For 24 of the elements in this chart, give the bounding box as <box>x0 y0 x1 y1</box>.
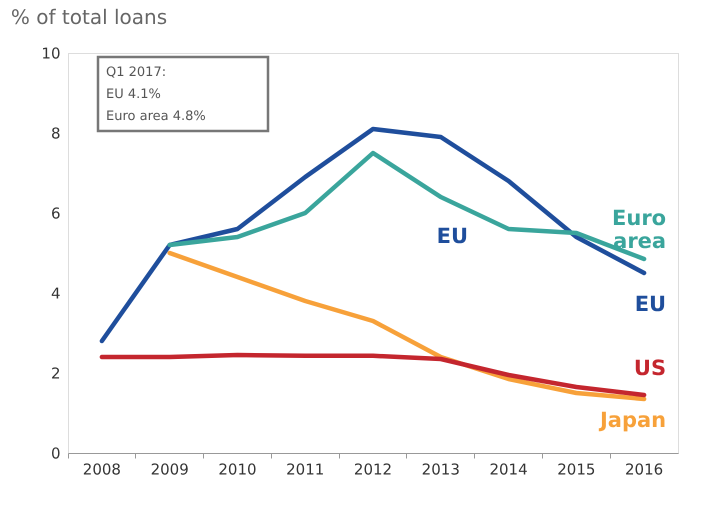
x-tick-label: 2014 <box>489 460 528 478</box>
y-tick-label: 6 <box>50 204 60 222</box>
x-tick-label: 2016 <box>625 460 664 478</box>
annotation: Q1 2017: <box>106 65 166 80</box>
y-tick-label: 2 <box>50 364 60 382</box>
y-tick-label: 4 <box>50 284 60 302</box>
series-label: US <box>634 356 666 380</box>
annotation: EU <box>436 224 468 248</box>
x-tick-label: 2013 <box>422 460 460 478</box>
x-tick-label: 2015 <box>557 460 596 478</box>
y-tick-label: 8 <box>50 124 60 142</box>
x-tick-label: 2012 <box>354 460 392 478</box>
x-tick-label: 2008 <box>82 460 121 478</box>
y-tick-label: 10 <box>41 44 60 62</box>
annotation: EU 4.1% <box>106 87 161 102</box>
chart-title: % of total loans <box>10 5 168 29</box>
x-tick-label: 2010 <box>218 460 257 478</box>
series-label: Japan <box>598 408 666 432</box>
y-tick-label: 0 <box>50 444 60 462</box>
series-label: Euro area <box>612 206 666 253</box>
x-tick-label: 2009 <box>150 460 189 478</box>
annotation: Euro area 4.8% <box>106 109 206 124</box>
x-tick-label: 2011 <box>286 460 324 478</box>
series-label: EU <box>634 292 666 316</box>
